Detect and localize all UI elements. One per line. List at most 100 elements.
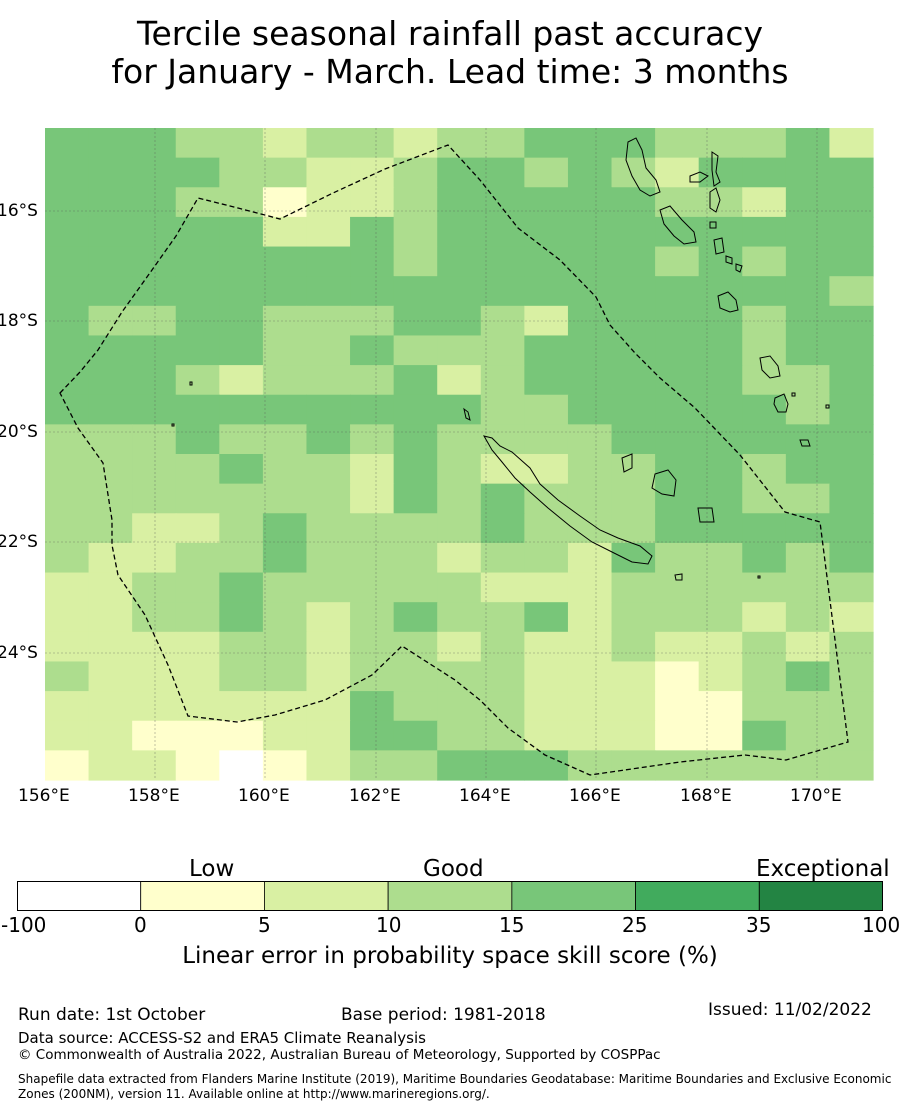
grid-cell xyxy=(175,720,220,751)
grid-cell xyxy=(306,157,351,188)
grid-cell xyxy=(437,157,482,188)
grid-cell xyxy=(785,572,831,603)
grid-cell xyxy=(785,424,831,455)
grid-cell xyxy=(698,720,743,751)
colorbar-tick: 35 xyxy=(746,913,772,937)
grid-cell xyxy=(175,483,220,514)
grid-cell xyxy=(742,602,787,633)
grid-cell xyxy=(45,454,90,485)
grid-cell xyxy=(742,631,787,663)
grid-cell xyxy=(829,128,874,159)
grid-cell xyxy=(611,572,656,603)
grid-cell xyxy=(829,335,874,366)
grid-cell xyxy=(829,365,874,396)
grid-cell xyxy=(262,394,308,425)
grid-cell xyxy=(132,631,177,663)
grid-cell xyxy=(480,454,525,485)
island xyxy=(799,439,811,447)
grid-cell xyxy=(742,720,787,751)
grid-cell xyxy=(306,335,351,366)
grid-cell xyxy=(829,572,874,603)
island xyxy=(621,453,633,473)
grid-cell xyxy=(524,631,569,663)
grid-cell xyxy=(262,572,308,603)
grid-cell xyxy=(567,750,613,781)
grid-cell xyxy=(655,454,700,485)
grid-cell xyxy=(132,187,177,218)
grid-cell xyxy=(306,276,351,307)
grid-cell xyxy=(132,572,177,603)
shapefile-credit-line1: Shapefile data extracted from Flanders M… xyxy=(18,1072,892,1086)
grid-cell xyxy=(480,750,525,781)
grid-cell xyxy=(262,483,308,514)
vanuatu-island xyxy=(689,171,709,183)
grid-cell xyxy=(567,631,613,663)
grid-cell xyxy=(88,720,133,751)
grid-cell xyxy=(393,691,438,722)
data-source: Data source: ACCESS-S2 and ERA5 Climate … xyxy=(18,1029,426,1047)
grid-cell xyxy=(393,454,438,485)
grid-cell xyxy=(829,187,874,218)
grid-cell xyxy=(611,750,656,781)
shapefile-credit-line2: Zones (200NM), version 11. Available onl… xyxy=(18,1087,490,1101)
vanuatu-island xyxy=(759,355,781,379)
grid-cell xyxy=(262,157,308,188)
lon-label: 158°E xyxy=(128,786,180,806)
island xyxy=(651,469,677,497)
grid-cell xyxy=(655,631,700,663)
island xyxy=(791,392,796,397)
grid-cell xyxy=(219,572,264,603)
grid-cell xyxy=(437,246,482,277)
grid-cell xyxy=(175,394,220,425)
grid-cell xyxy=(219,424,264,455)
grid-cell xyxy=(611,661,656,692)
colorbar-segment xyxy=(264,881,389,911)
island-outlines xyxy=(171,137,830,581)
grid-cell xyxy=(524,276,569,307)
grid-cell xyxy=(306,513,351,544)
grid-cell xyxy=(698,513,743,544)
grid-cell xyxy=(742,691,787,722)
colorbar-tick: 10 xyxy=(376,913,402,937)
map-title-line1: Tercile seasonal rainfall past accuracy xyxy=(136,14,764,53)
grid-cell xyxy=(742,157,787,188)
grid-cell xyxy=(437,216,482,248)
grid-cell xyxy=(611,513,656,544)
grid-cell xyxy=(350,424,395,455)
grid-cell xyxy=(611,128,656,159)
grid-cell xyxy=(350,157,395,188)
grid-cell xyxy=(524,335,569,366)
grid-cell xyxy=(655,483,700,514)
grid-cell xyxy=(524,216,569,248)
grid-cell xyxy=(480,661,525,692)
grid-cell xyxy=(132,691,177,722)
grid-cell xyxy=(262,335,308,366)
grid-cell xyxy=(393,335,438,366)
grid-cell xyxy=(698,661,743,692)
grid-cell xyxy=(219,602,264,633)
grid-cell xyxy=(350,661,395,692)
grid-cell xyxy=(785,305,831,337)
grid-cell xyxy=(306,542,351,574)
grid-cell xyxy=(611,454,656,485)
grid-cell xyxy=(175,454,220,485)
grid-cell xyxy=(480,128,525,159)
grid-cell xyxy=(567,661,613,692)
grid-cell xyxy=(742,483,787,514)
grid-cell xyxy=(655,542,700,574)
grid-cell xyxy=(393,513,438,544)
grid-cell xyxy=(393,128,438,159)
grid-cell xyxy=(698,542,743,574)
grid-cell xyxy=(45,750,90,781)
grid-cell xyxy=(219,128,264,159)
grid-cell xyxy=(88,246,133,277)
lat-label: 24°S xyxy=(0,643,38,663)
grid-cell xyxy=(175,187,220,218)
colorbar-category-exceptional: Exceptional xyxy=(756,856,890,882)
grid-cell xyxy=(350,246,395,277)
grid-cell xyxy=(306,750,351,781)
grid-cell xyxy=(437,276,482,307)
grid-cell xyxy=(611,483,656,514)
grid-cell xyxy=(611,216,656,248)
colorbar-segment xyxy=(387,881,513,911)
